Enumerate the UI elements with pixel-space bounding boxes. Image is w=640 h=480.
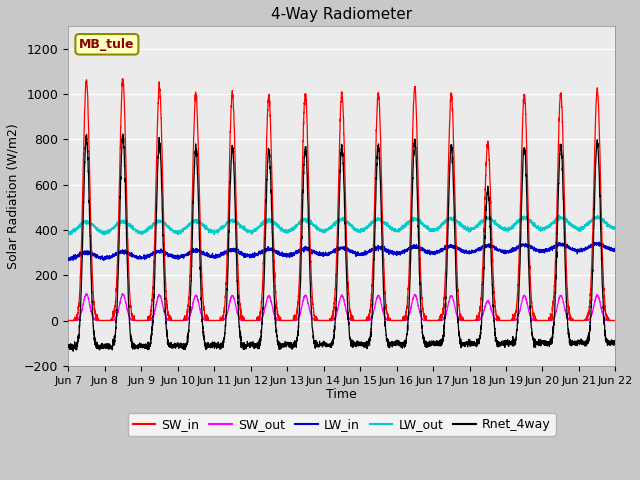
X-axis label: Time: Time [326, 388, 357, 401]
Y-axis label: Solar Radiation (W/m2): Solar Radiation (W/m2) [7, 123, 20, 269]
Title: 4-Way Radiometer: 4-Way Radiometer [271, 7, 412, 22]
Text: MB_tule: MB_tule [79, 38, 134, 51]
Legend: SW_in, SW_out, LW_in, LW_out, Rnet_4way: SW_in, SW_out, LW_in, LW_out, Rnet_4way [128, 413, 556, 436]
